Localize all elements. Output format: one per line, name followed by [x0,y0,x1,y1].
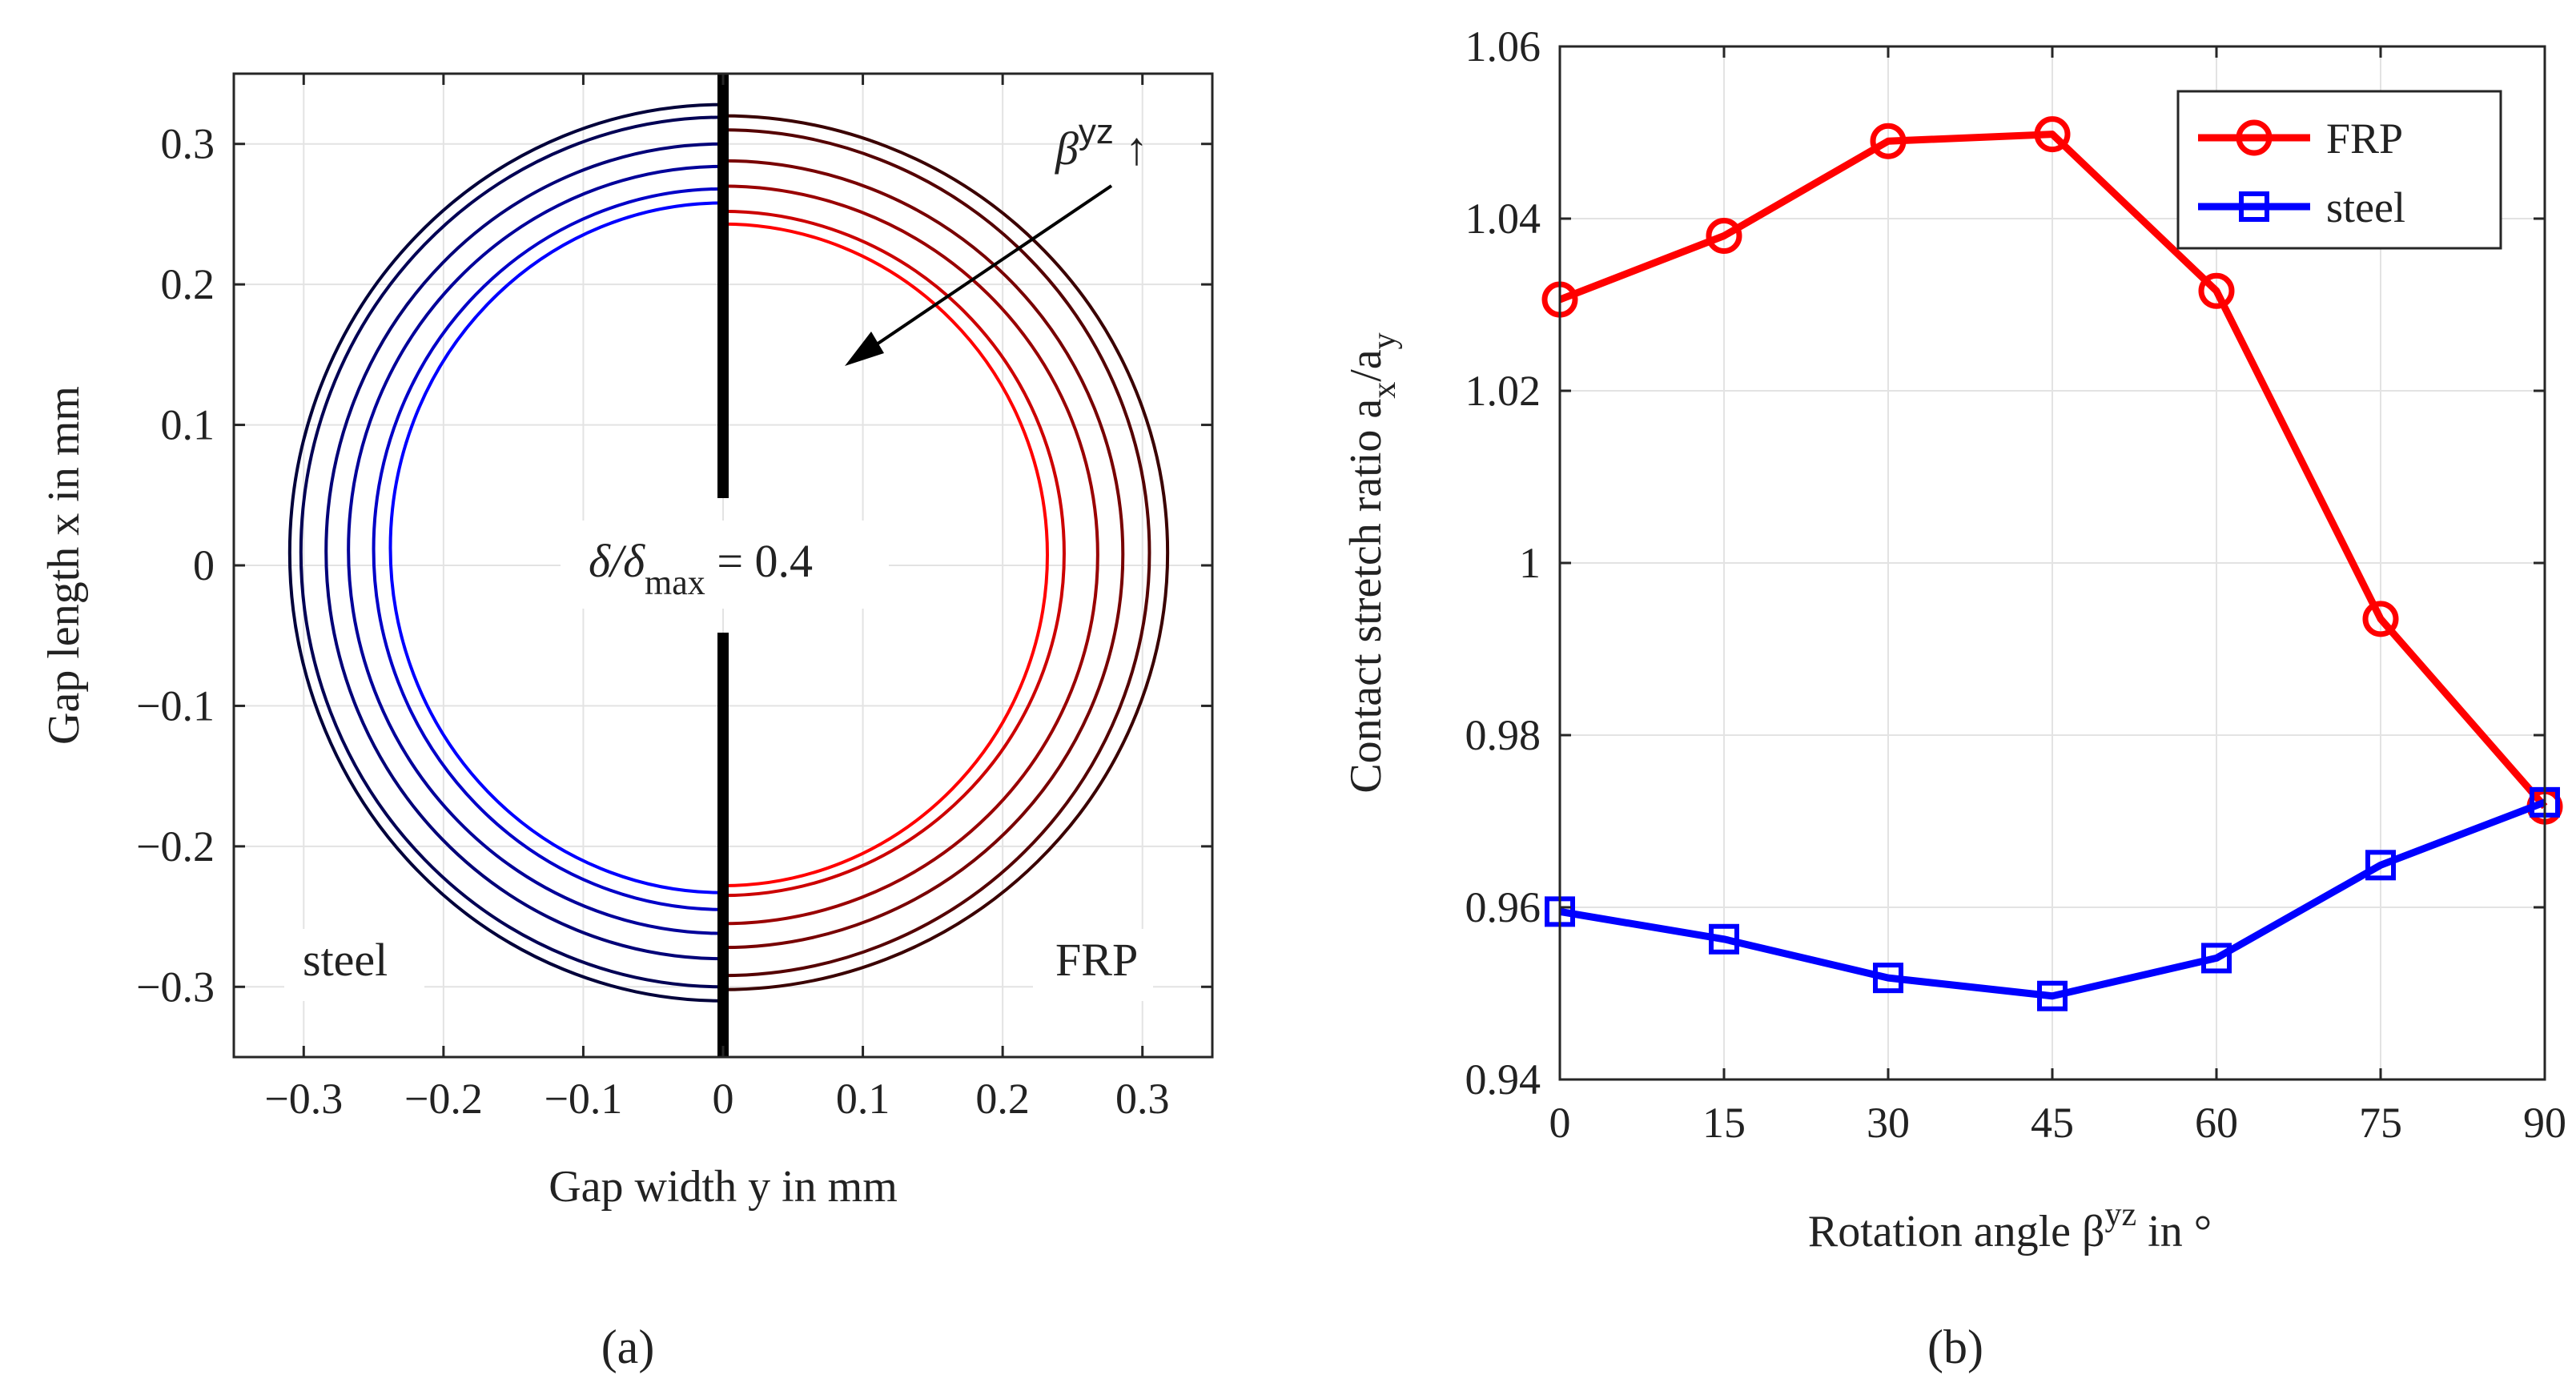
panel-a-ytick-label-1: 0.2 [161,260,215,308]
beta-arrow: ↑ [1125,123,1148,175]
panel-b-xtick-label-2: 30 [1867,1099,1910,1147]
series-steel-line [1559,798,2546,1000]
contour-left-1 [372,187,724,911]
series-frp-line [1558,131,2548,810]
panel-a-caption-text: (a) [601,1321,655,1373]
series-steel-point-1 [1709,923,1739,955]
panel-b-y-label-sub1: x [1366,382,1403,399]
panel-b-xtick-label-1: 15 [1702,1099,1746,1147]
panel-b-chart: 0 15 30 45 60 75 90 1.06 1.04 1.02 1 0.98 0.96 0.94 F… [1341,22,2566,1373]
contour-right-6 [722,222,1050,887]
series-steel-point-5 [2365,850,2396,881]
delta-subscript: max [645,563,705,602]
panel-a-ytick-label-5: −0.2 [136,822,215,870]
series-frp-point-3 [2034,116,2071,153]
beta-label: βyz ↑ [1055,112,1148,175]
series-frp-point-2 [1870,123,1907,159]
panel-a-chart: −0.3 −0.2 −0.1 0 0.1 0.2 0.3 0.3 0.2 0.1 0 −0.1 −0.2… [39,72,1214,1373]
panel-a-contours [287,103,1170,1003]
steel-label-bg [284,929,424,1001]
series-frp-point-1 [1706,218,1742,254]
contour-left-2 [347,164,724,935]
contour-right-9 [722,159,1125,950]
series-frp-point-4 [2198,272,2235,309]
contour-right-7 [722,209,1066,898]
contour-right-11 [722,114,1170,991]
contour-right-8 [722,184,1099,926]
panel-b-ticks: 0 15 30 45 60 75 90 1.06 1.04 1.02 1 0.98 0.96 0.94 [1465,22,2567,1147]
panel-a-x-axis-label: Gap width y in mm [549,1162,898,1212]
panel-a-xtick-label-3: 0 [713,1075,734,1123]
steel-material-label: steel [303,934,388,986]
panel-a-ytick-label-3: 0 [193,541,215,589]
panel-a-ytick-label-2: 0.1 [161,401,215,449]
panel-b-series [1541,116,2563,1011]
contour-right-10 [722,128,1151,978]
beta-symbol: β [1055,123,1079,175]
legend-box [2176,90,2502,250]
panel-a-y-axis-label: Gap length x in mm [39,386,89,745]
panel-b-xtick-label-6: 90 [2523,1099,2566,1147]
panel-b-xtick-label-0: 0 [1549,1099,1571,1147]
panel-a-xtick-label-6: 0.3 [1115,1075,1170,1123]
panel-b-xtick-label-4: 60 [2195,1099,2238,1147]
contour-left-5 [287,103,724,1003]
panel-b-ytick-label-3: 1 [1519,539,1541,587]
panel-a-ticks: −0.3 −0.2 −0.1 0 0.1 0.2 0.3 0.3 0.2 0.1 0 −0.1 −0.2… [136,74,1212,1123]
contour-left-0 [388,201,724,895]
panel-a-xtick-label-4: 0.1 [836,1075,890,1123]
contour-left-3 [324,142,724,961]
panel-b-caption-text: (b) [1927,1321,1983,1373]
panel-a-xtick-label-0: −0.3 [264,1075,343,1123]
panel-b-x-axis-label: Rotation angle βyz in ° [1808,1196,2212,1256]
beta-superscript: yz [1079,112,1114,151]
beta-arrowhead [845,332,884,366]
frp-material-label: FRP [1055,934,1138,986]
panel-b-x-label-suffix: in ° [2136,1207,2212,1256]
panel-b-legend: FRP steel [2176,90,2502,250]
delta-value: = 0.4 [705,535,813,587]
panel-b-x-label-main: Rotation angle β [1808,1207,2105,1256]
panel-b-y-label-mid: /a [1341,349,1391,382]
panel-b-x-label-sup: yz [2105,1196,2137,1233]
series-frp-point-5 [2362,601,2399,637]
panel-b-ytick-label-0: 1.06 [1465,22,1541,70]
panel-b-xtick-label-5: 75 [2359,1099,2402,1147]
frp-label-bg [1033,929,1153,1001]
panel-b-ytick-label-2: 1.02 [1465,367,1541,415]
legend-steel-label: steel [2326,183,2405,231]
panel-b-y-axis-label: Contact stretch ratio ax/ay [1341,332,1403,793]
panel-b-xtick-label-3: 45 [2031,1099,2074,1147]
panel-b-ytick-label-4: 0.98 [1465,711,1541,759]
panel-b-ytick-label-1: 1.04 [1465,195,1541,243]
panel-b-caption: (b) [1927,1321,1983,1373]
panel-b-y-label-main: Contact stretch ratio a [1341,399,1391,794]
series-steel-point-2 [1873,963,1903,994]
panel-a-ytick-label-6: −0.3 [136,963,215,1011]
delta-ratio-text: δ/δ [589,535,645,587]
legend-frp-marker [2236,119,2273,156]
panel-a-caption: (a) [601,1321,655,1373]
panel-b-ytick-label-5: 0.96 [1465,883,1541,931]
panel-a-ytick-label-0: 0.3 [161,120,215,168]
delta-label-bg [561,521,889,609]
panel-b-ytick-label-6: 0.94 [1465,1055,1541,1104]
contour-left-4 [299,115,724,989]
legend-frp-label: FRP [2326,115,2403,163]
beta-direction-arrow [863,184,1113,354]
panel-b-y-label-sub2: y [1366,332,1403,349]
legend-steel-marker [2239,191,2269,222]
delta-label: δ/δmax = 0.4 [589,535,813,602]
panel-a-xtick-label-2: −0.1 [544,1075,622,1123]
series-steel-point-3 [2037,980,2068,1011]
panel-a-xtick-label-5: 0.2 [975,1075,1030,1123]
series-steel-point-4 [2201,943,2232,974]
panel-a-xtick-label-1: −0.2 [404,1075,483,1123]
panel-a-ytick-label-4: −0.1 [136,681,215,730]
